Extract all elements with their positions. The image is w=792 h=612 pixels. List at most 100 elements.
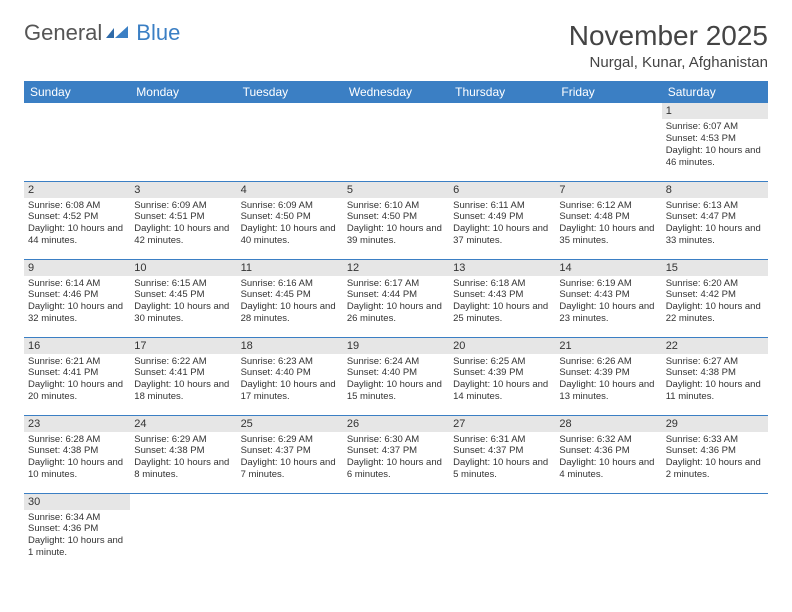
logo-flag-icon bbox=[106, 24, 132, 42]
month-title: November 2025 bbox=[569, 20, 768, 52]
day-details: Sunrise: 6:10 AMSunset: 4:50 PMDaylight:… bbox=[343, 198, 449, 250]
day-details: Sunrise: 6:17 AMSunset: 4:44 PMDaylight:… bbox=[343, 276, 449, 328]
day-number: 19 bbox=[343, 338, 449, 354]
logo-text-1: General bbox=[24, 20, 102, 46]
day-number: 21 bbox=[555, 338, 661, 354]
day-number: 30 bbox=[24, 494, 130, 510]
day-details: Sunrise: 6:13 AMSunset: 4:47 PMDaylight:… bbox=[662, 198, 768, 250]
day-number: 18 bbox=[237, 338, 343, 354]
day-details: Sunrise: 6:32 AMSunset: 4:36 PMDaylight:… bbox=[555, 432, 661, 484]
calendar-cell: 24Sunrise: 6:29 AMSunset: 4:38 PMDayligh… bbox=[130, 415, 236, 493]
day-header: Thursday bbox=[449, 81, 555, 103]
day-header: Tuesday bbox=[237, 81, 343, 103]
day-details: Sunrise: 6:24 AMSunset: 4:40 PMDaylight:… bbox=[343, 354, 449, 406]
day-details: Sunrise: 6:31 AMSunset: 4:37 PMDaylight:… bbox=[449, 432, 555, 484]
calendar-cell: 15Sunrise: 6:20 AMSunset: 4:42 PMDayligh… bbox=[662, 259, 768, 337]
day-details: Sunrise: 6:15 AMSunset: 4:45 PMDaylight:… bbox=[130, 276, 236, 328]
calendar-cell: 17Sunrise: 6:22 AMSunset: 4:41 PMDayligh… bbox=[130, 337, 236, 415]
day-details: Sunrise: 6:28 AMSunset: 4:38 PMDaylight:… bbox=[24, 432, 130, 484]
day-details: Sunrise: 6:29 AMSunset: 4:38 PMDaylight:… bbox=[130, 432, 236, 484]
day-header: Sunday bbox=[24, 81, 130, 103]
calendar-cell: 22Sunrise: 6:27 AMSunset: 4:38 PMDayligh… bbox=[662, 337, 768, 415]
calendar-cell: 4Sunrise: 6:09 AMSunset: 4:50 PMDaylight… bbox=[237, 181, 343, 259]
day-number: 11 bbox=[237, 260, 343, 276]
calendar-cell: 1Sunrise: 6:07 AMSunset: 4:53 PMDaylight… bbox=[662, 103, 768, 181]
day-number: 28 bbox=[555, 416, 661, 432]
calendar-cell: 11Sunrise: 6:16 AMSunset: 4:45 PMDayligh… bbox=[237, 259, 343, 337]
day-number: 8 bbox=[662, 182, 768, 198]
calendar-cell: 30Sunrise: 6:34 AMSunset: 4:36 PMDayligh… bbox=[24, 493, 130, 571]
calendar-cell: 16Sunrise: 6:21 AMSunset: 4:41 PMDayligh… bbox=[24, 337, 130, 415]
day-details: Sunrise: 6:25 AMSunset: 4:39 PMDaylight:… bbox=[449, 354, 555, 406]
day-details: Sunrise: 6:29 AMSunset: 4:37 PMDaylight:… bbox=[237, 432, 343, 484]
calendar-row: 1Sunrise: 6:07 AMSunset: 4:53 PMDaylight… bbox=[24, 103, 768, 181]
day-number: 23 bbox=[24, 416, 130, 432]
day-header: Saturday bbox=[662, 81, 768, 103]
calendar-cell: 28Sunrise: 6:32 AMSunset: 4:36 PMDayligh… bbox=[555, 415, 661, 493]
day-number: 9 bbox=[24, 260, 130, 276]
calendar-cell bbox=[555, 493, 661, 571]
calendar-cell bbox=[130, 103, 236, 181]
day-number: 25 bbox=[237, 416, 343, 432]
calendar-cell: 8Sunrise: 6:13 AMSunset: 4:47 PMDaylight… bbox=[662, 181, 768, 259]
calendar-row: 30Sunrise: 6:34 AMSunset: 4:36 PMDayligh… bbox=[24, 493, 768, 571]
day-number: 13 bbox=[449, 260, 555, 276]
day-header: Wednesday bbox=[343, 81, 449, 103]
calendar-cell: 26Sunrise: 6:30 AMSunset: 4:37 PMDayligh… bbox=[343, 415, 449, 493]
day-details: Sunrise: 6:12 AMSunset: 4:48 PMDaylight:… bbox=[555, 198, 661, 250]
day-details: Sunrise: 6:14 AMSunset: 4:46 PMDaylight:… bbox=[24, 276, 130, 328]
day-number: 5 bbox=[343, 182, 449, 198]
calendar-row: 2Sunrise: 6:08 AMSunset: 4:52 PMDaylight… bbox=[24, 181, 768, 259]
calendar-cell: 23Sunrise: 6:28 AMSunset: 4:38 PMDayligh… bbox=[24, 415, 130, 493]
calendar-row: 23Sunrise: 6:28 AMSunset: 4:38 PMDayligh… bbox=[24, 415, 768, 493]
day-details: Sunrise: 6:16 AMSunset: 4:45 PMDaylight:… bbox=[237, 276, 343, 328]
day-number: 4 bbox=[237, 182, 343, 198]
calendar-cell bbox=[662, 493, 768, 571]
calendar-row: 16Sunrise: 6:21 AMSunset: 4:41 PMDayligh… bbox=[24, 337, 768, 415]
day-details: Sunrise: 6:20 AMSunset: 4:42 PMDaylight:… bbox=[662, 276, 768, 328]
day-details: Sunrise: 6:23 AMSunset: 4:40 PMDaylight:… bbox=[237, 354, 343, 406]
day-details: Sunrise: 6:26 AMSunset: 4:39 PMDaylight:… bbox=[555, 354, 661, 406]
day-number: 7 bbox=[555, 182, 661, 198]
day-number: 3 bbox=[130, 182, 236, 198]
day-details: Sunrise: 6:07 AMSunset: 4:53 PMDaylight:… bbox=[662, 119, 768, 171]
day-details: Sunrise: 6:09 AMSunset: 4:50 PMDaylight:… bbox=[237, 198, 343, 250]
calendar-cell: 3Sunrise: 6:09 AMSunset: 4:51 PMDaylight… bbox=[130, 181, 236, 259]
day-details: Sunrise: 6:34 AMSunset: 4:36 PMDaylight:… bbox=[24, 510, 130, 562]
day-details: Sunrise: 6:30 AMSunset: 4:37 PMDaylight:… bbox=[343, 432, 449, 484]
calendar-cell: 19Sunrise: 6:24 AMSunset: 4:40 PMDayligh… bbox=[343, 337, 449, 415]
day-details: Sunrise: 6:33 AMSunset: 4:36 PMDaylight:… bbox=[662, 432, 768, 484]
calendar-cell: 9Sunrise: 6:14 AMSunset: 4:46 PMDaylight… bbox=[24, 259, 130, 337]
logo: General Blue bbox=[24, 20, 180, 46]
calendar-cell bbox=[449, 103, 555, 181]
calendar-cell: 20Sunrise: 6:25 AMSunset: 4:39 PMDayligh… bbox=[449, 337, 555, 415]
calendar-cell bbox=[449, 493, 555, 571]
calendar-cell: 6Sunrise: 6:11 AMSunset: 4:49 PMDaylight… bbox=[449, 181, 555, 259]
day-number: 12 bbox=[343, 260, 449, 276]
calendar-cell: 18Sunrise: 6:23 AMSunset: 4:40 PMDayligh… bbox=[237, 337, 343, 415]
day-details: Sunrise: 6:22 AMSunset: 4:41 PMDaylight:… bbox=[130, 354, 236, 406]
calendar-cell: 12Sunrise: 6:17 AMSunset: 4:44 PMDayligh… bbox=[343, 259, 449, 337]
day-number: 17 bbox=[130, 338, 236, 354]
calendar-cell: 27Sunrise: 6:31 AMSunset: 4:37 PMDayligh… bbox=[449, 415, 555, 493]
day-details: Sunrise: 6:19 AMSunset: 4:43 PMDaylight:… bbox=[555, 276, 661, 328]
day-details: Sunrise: 6:21 AMSunset: 4:41 PMDaylight:… bbox=[24, 354, 130, 406]
logo-text-2: Blue bbox=[136, 20, 180, 46]
calendar-row: 9Sunrise: 6:14 AMSunset: 4:46 PMDaylight… bbox=[24, 259, 768, 337]
day-number: 24 bbox=[130, 416, 236, 432]
calendar-cell: 10Sunrise: 6:15 AMSunset: 4:45 PMDayligh… bbox=[130, 259, 236, 337]
calendar-cell: 7Sunrise: 6:12 AMSunset: 4:48 PMDaylight… bbox=[555, 181, 661, 259]
calendar-cell: 14Sunrise: 6:19 AMSunset: 4:43 PMDayligh… bbox=[555, 259, 661, 337]
calendar-cell: 21Sunrise: 6:26 AMSunset: 4:39 PMDayligh… bbox=[555, 337, 661, 415]
calendar-cell: 13Sunrise: 6:18 AMSunset: 4:43 PMDayligh… bbox=[449, 259, 555, 337]
calendar-cell bbox=[343, 103, 449, 181]
day-number: 20 bbox=[449, 338, 555, 354]
day-header: Friday bbox=[555, 81, 661, 103]
calendar-cell bbox=[343, 493, 449, 571]
calendar-cell bbox=[555, 103, 661, 181]
day-number: 26 bbox=[343, 416, 449, 432]
day-details: Sunrise: 6:11 AMSunset: 4:49 PMDaylight:… bbox=[449, 198, 555, 250]
day-details: Sunrise: 6:18 AMSunset: 4:43 PMDaylight:… bbox=[449, 276, 555, 328]
day-number: 22 bbox=[662, 338, 768, 354]
day-number: 29 bbox=[662, 416, 768, 432]
